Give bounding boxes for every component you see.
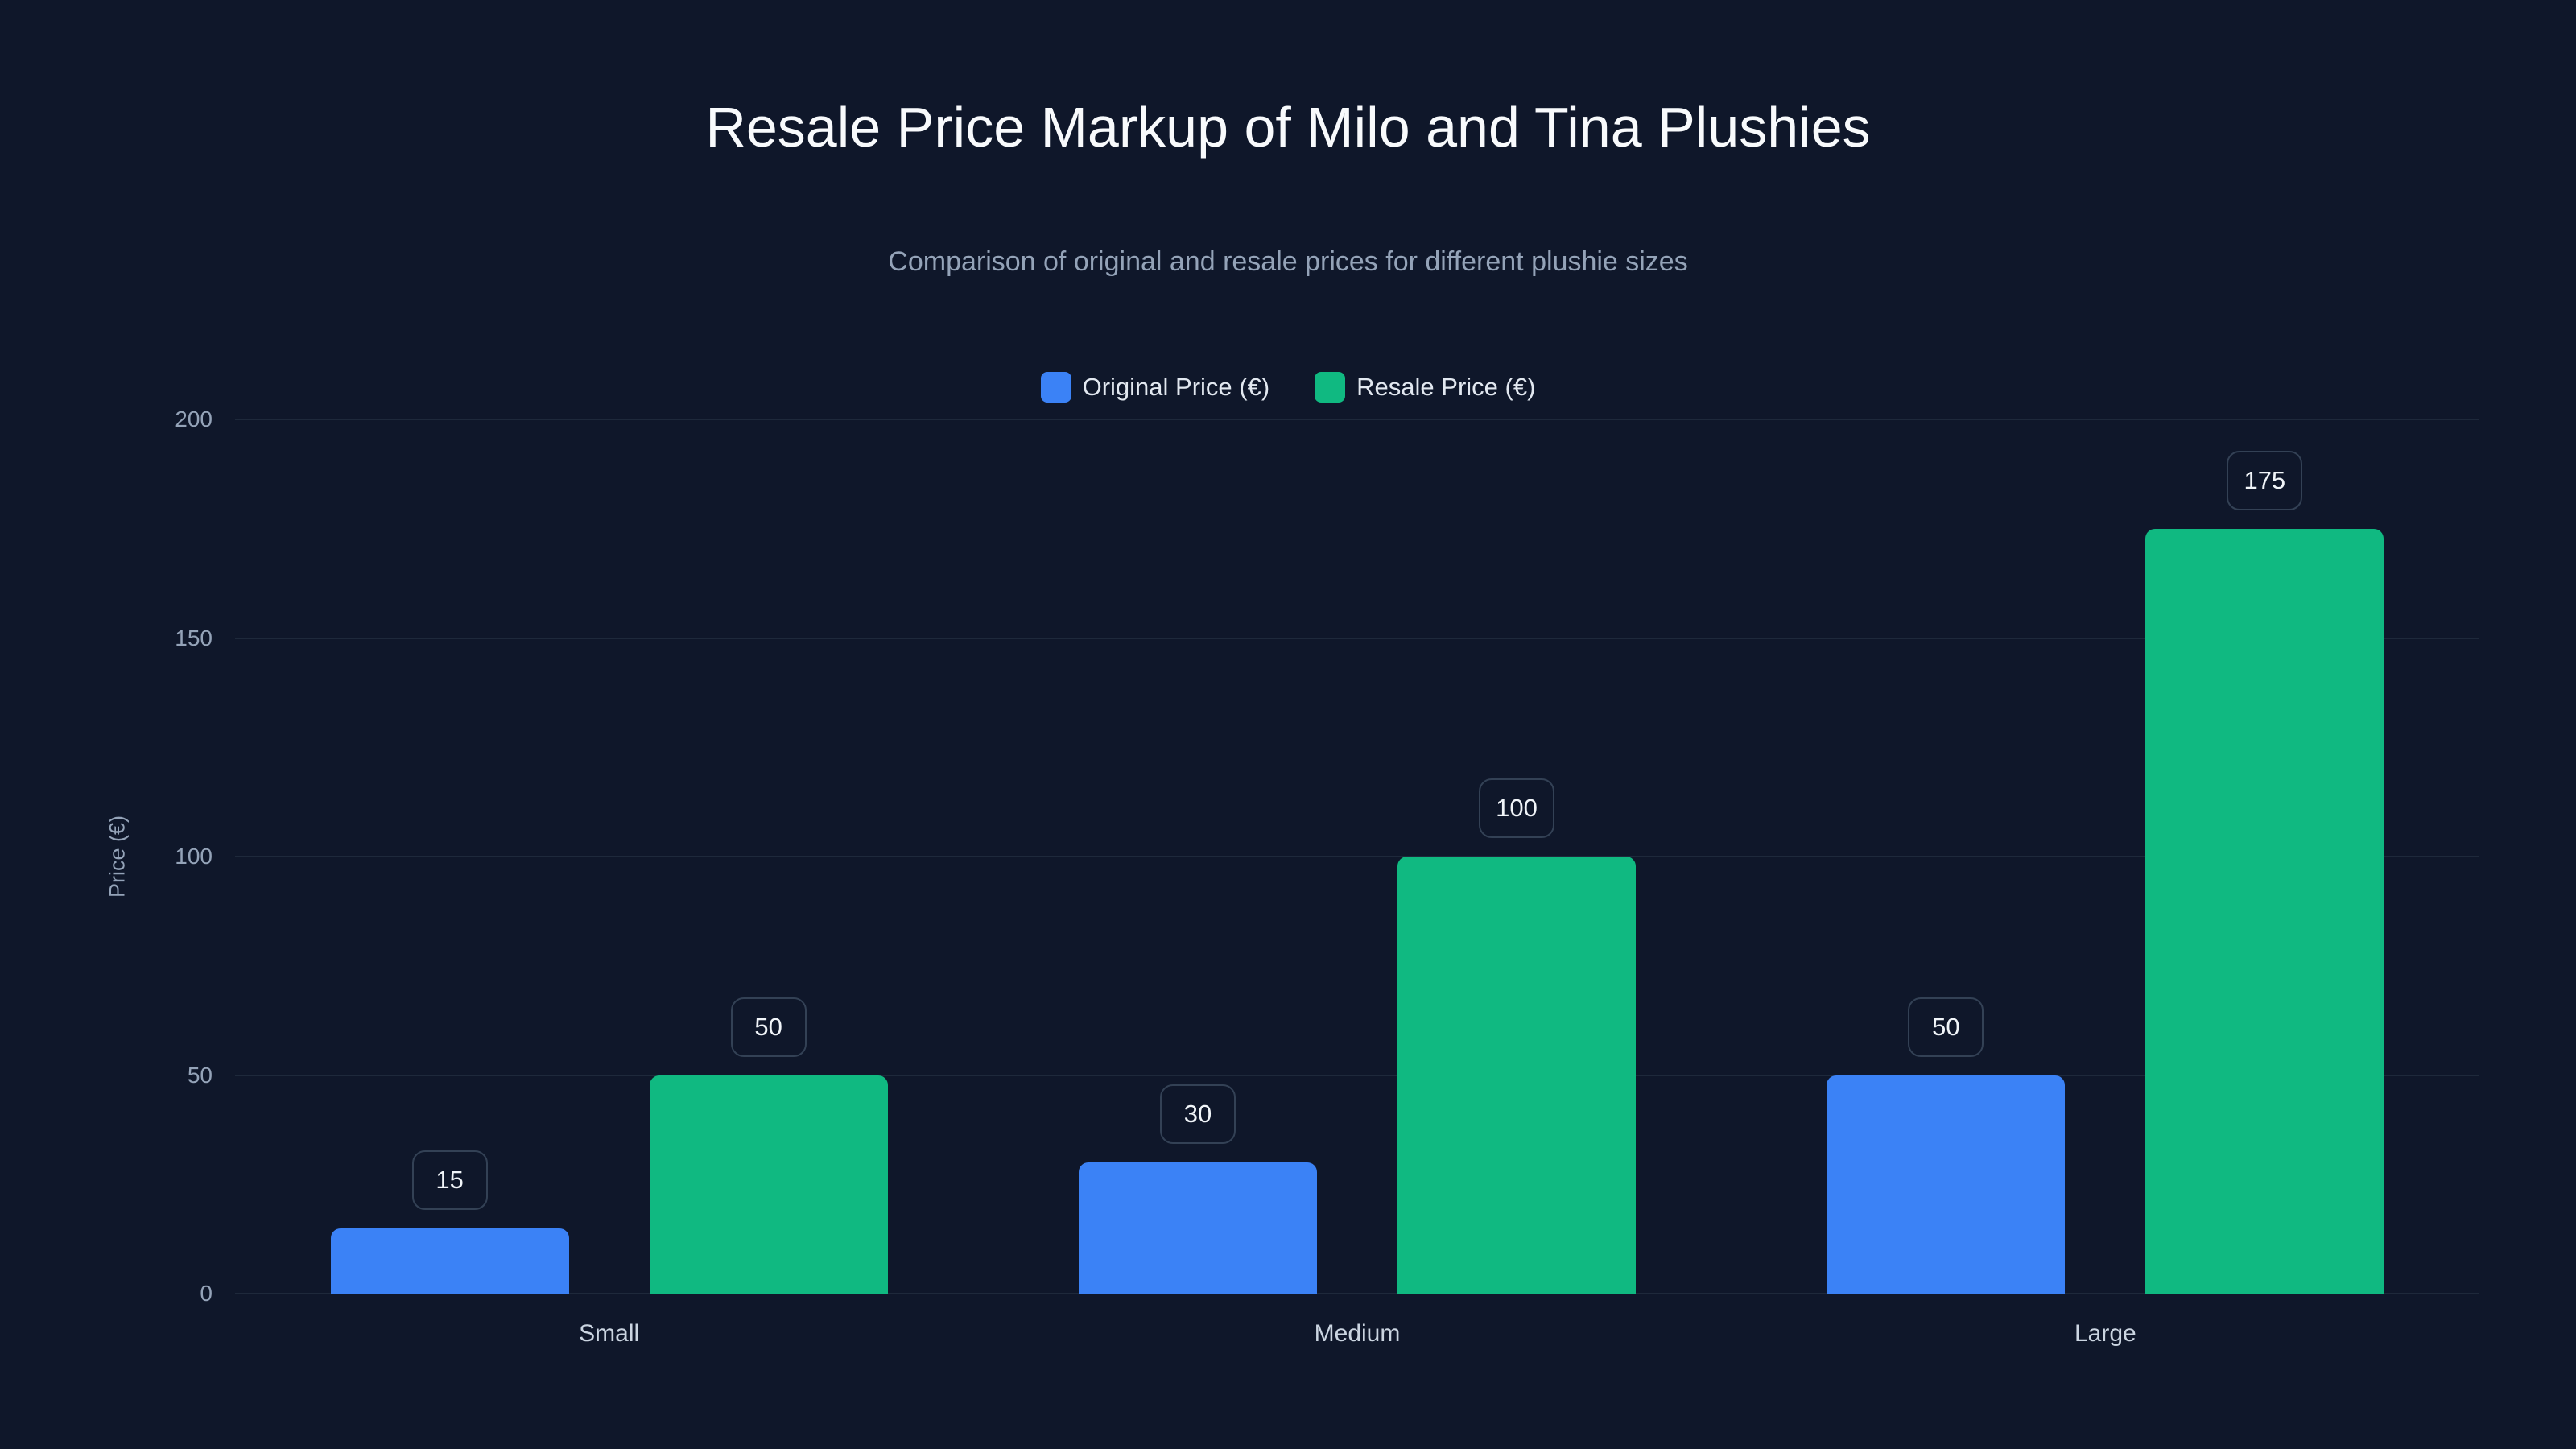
y-tick-label: 100 — [175, 844, 213, 869]
legend-swatch-original — [1040, 372, 1071, 402]
legend-item-resale[interactable]: Resale Price (€) — [1315, 372, 1535, 402]
data-label: 100 — [1479, 778, 1554, 838]
gridline — [235, 1293, 2479, 1294]
legend-label-resale: Resale Price (€) — [1356, 373, 1536, 401]
y-tick-label: 200 — [175, 407, 213, 431]
legend-swatch-resale — [1315, 372, 1346, 402]
x-tick-label: Small — [579, 1320, 640, 1347]
legend: Original Price (€) Resale Price (€) — [0, 372, 2576, 402]
data-label: 15 — [411, 1150, 488, 1210]
data-label: 50 — [1908, 997, 1984, 1057]
bar-large-original[interactable] — [1827, 1075, 2066, 1294]
bar-large-resale[interactable] — [2145, 528, 2384, 1294]
gridline — [235, 419, 2479, 420]
bar-small-original[interactable] — [330, 1228, 569, 1294]
gridline — [235, 1074, 2479, 1076]
y-axis-label: Price (€) — [105, 815, 130, 898]
gridline — [235, 637, 2479, 639]
bar-medium-original[interactable] — [1079, 1162, 1317, 1294]
y-tick-label: 0 — [200, 1281, 213, 1306]
chart-title: Resale Price Markup of Milo and Tina Plu… — [705, 96, 1871, 159]
x-tick-label: Medium — [1314, 1320, 1401, 1347]
legend-item-original[interactable]: Original Price (€) — [1040, 372, 1270, 402]
bar-small-resale[interactable] — [649, 1075, 888, 1294]
plot-area: 15 50 30 100 50 175 — [235, 419, 2479, 1294]
data-label: 175 — [2227, 450, 2303, 510]
y-tick-label: 50 — [187, 1062, 213, 1088]
legend-label-original: Original Price (€) — [1082, 373, 1270, 401]
data-label: 30 — [1160, 1084, 1236, 1145]
chart-subtitle: Comparison of original and resale prices… — [888, 246, 1688, 277]
gridline — [235, 856, 2479, 857]
y-tick-label: 150 — [175, 625, 213, 650]
x-tick-label: Large — [2074, 1320, 2136, 1347]
bar-medium-resale[interactable] — [1397, 857, 1636, 1294]
data-label: 50 — [730, 997, 807, 1057]
